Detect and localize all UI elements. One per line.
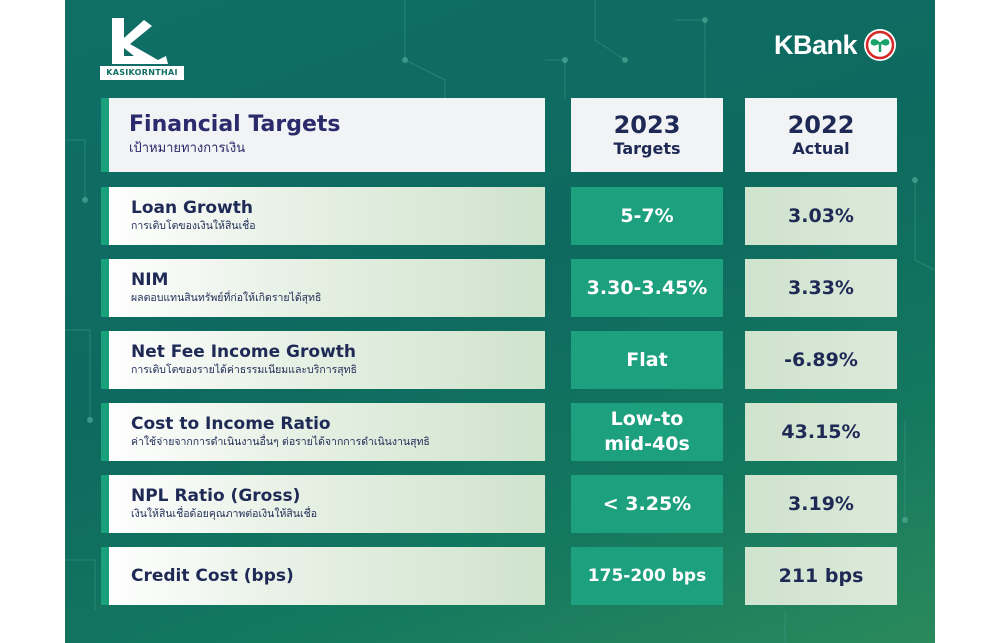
metric-name-th: การเติบโตของเงินให้สินเชื่อ bbox=[131, 220, 256, 232]
metric-name: NPL Ratio (Gross) bbox=[131, 486, 301, 506]
metric-nim: NIM ผลตอบแทนสินทรัพย์ที่ก่อให้เกิดรายได้… bbox=[101, 259, 545, 317]
kasikornthai-logo: KASIKORNTHAI bbox=[100, 16, 184, 80]
metric-credit-cost: Credit Cost (bps) bbox=[101, 547, 545, 605]
actual-year: 2022 bbox=[787, 111, 855, 139]
target-line-1: Low-to bbox=[610, 408, 684, 430]
actual-net-fee-income-growth: -6.89% bbox=[745, 331, 897, 389]
targets-label: Targets bbox=[613, 139, 681, 158]
kasikorn-k-icon bbox=[112, 18, 168, 64]
actual-label: Actual bbox=[792, 139, 850, 158]
circuit-decoration bbox=[65, 0, 935, 643]
metric-name-th: เงินให้สินเชื่อด้อยคุณภาพต่อเงินให้สินเช… bbox=[131, 508, 318, 520]
kasikornthai-wordmark: KASIKORNTHAI bbox=[100, 66, 184, 80]
metric-net-fee-income-growth: Net Fee Income Growth การเติบโตของรายได้… bbox=[101, 331, 545, 389]
metric-name: Cost to Income Ratio bbox=[131, 414, 331, 434]
actual-cost-to-income-ratio: 43.15% bbox=[745, 403, 897, 461]
metric-npl-ratio: NPL Ratio (Gross) เงินให้สินเชื่อด้อยคุณ… bbox=[101, 475, 545, 533]
metric-loan-growth: Loan Growth การเติบโตของเงินให้สินเชื่อ bbox=[101, 187, 545, 245]
page-title: Financial Targets bbox=[129, 112, 341, 137]
target-line-2: mid-40s bbox=[604, 433, 690, 455]
metric-name-th: การเติบโตของรายได้ค่าธรรมเนียมและบริการส… bbox=[131, 364, 357, 376]
kbank-logo: KBank bbox=[774, 28, 897, 62]
infographic-panel: KASIKORNTHAI KBank Financial Targets เป้… bbox=[65, 0, 935, 643]
metric-name-th: ค่าใช้จ่ายจากการดำเนินงานอื่นๆ ต่อรายได้… bbox=[131, 436, 430, 448]
kbank-wordmark: KBank bbox=[773, 29, 858, 60]
metric-name: Credit Cost (bps) bbox=[131, 565, 294, 586]
target-npl-ratio: < 3.25% bbox=[571, 475, 723, 533]
metric-name-th: ผลตอบแทนสินทรัพย์ที่ก่อให้เกิดรายได้สุทธ… bbox=[131, 292, 322, 304]
target-loan-growth: 5-7% bbox=[571, 187, 723, 245]
metric-name: Loan Growth bbox=[131, 198, 253, 218]
target-net-fee-income-growth: Flat bbox=[571, 331, 723, 389]
target-credit-cost: 175-200 bps bbox=[571, 547, 723, 605]
target-nim: 3.30-3.45% bbox=[571, 259, 723, 317]
actual-nim: 3.33% bbox=[745, 259, 897, 317]
target-cost-to-income-ratio: Low-to mid-40s bbox=[571, 403, 723, 461]
metric-cost-to-income-ratio: Cost to Income Ratio ค่าใช้จ่ายจากการดำเ… bbox=[101, 403, 545, 461]
title-card: Financial Targets เป้าหมายทางการเงิน bbox=[101, 98, 545, 172]
actual-loan-growth: 3.03% bbox=[745, 187, 897, 245]
column-header-actual: 2022 Actual bbox=[745, 98, 897, 172]
actual-credit-cost: 211 bps bbox=[745, 547, 897, 605]
metric-name: NIM bbox=[131, 270, 169, 290]
actual-npl-ratio: 3.19% bbox=[745, 475, 897, 533]
kbank-leaf-icon bbox=[864, 29, 896, 61]
column-header-targets: 2023 Targets bbox=[571, 98, 723, 172]
targets-year: 2023 bbox=[613, 111, 681, 139]
metric-name: Net Fee Income Growth bbox=[131, 342, 357, 362]
page-subtitle-th: เป้าหมายทางการเงิน bbox=[129, 141, 246, 156]
